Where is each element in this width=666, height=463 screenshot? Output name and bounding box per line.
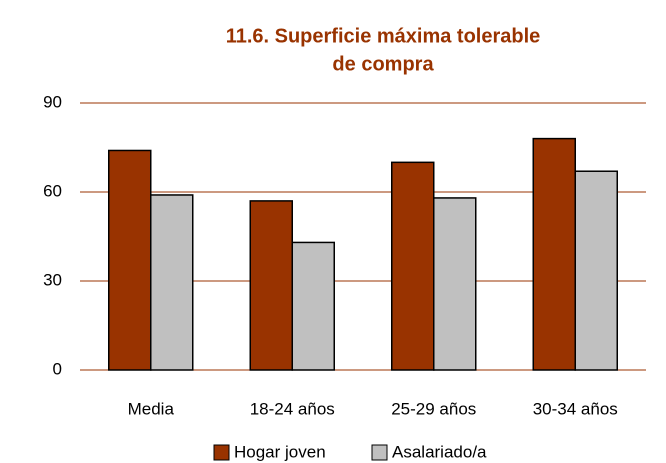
x-tick-label: 25-29 años (391, 399, 476, 418)
chart-title: de compra (332, 53, 434, 75)
legend-swatch (371, 444, 388, 461)
legend-swatch (213, 444, 230, 461)
bar (150, 194, 194, 371)
chart-title: 11.6. Superficie máxima tolerable (226, 25, 541, 47)
x-tick-label: Media (128, 399, 175, 418)
y-tick-label: 90 (43, 92, 62, 111)
bar (532, 137, 576, 371)
x-tick-label: 18-24 años (250, 399, 335, 418)
bar (108, 149, 152, 371)
legend-label: Hogar joven (234, 442, 326, 461)
legend-label: Asalariado/a (392, 442, 487, 461)
y-tick-label: 30 (43, 270, 62, 289)
bar (249, 200, 293, 371)
x-tick-label: 30-34 años (533, 399, 618, 418)
bar (574, 170, 618, 371)
bar (433, 197, 477, 371)
y-tick-label: 0 (53, 359, 62, 378)
y-tick-label: 60 (43, 181, 62, 200)
bar (291, 241, 335, 371)
bar (391, 161, 435, 371)
